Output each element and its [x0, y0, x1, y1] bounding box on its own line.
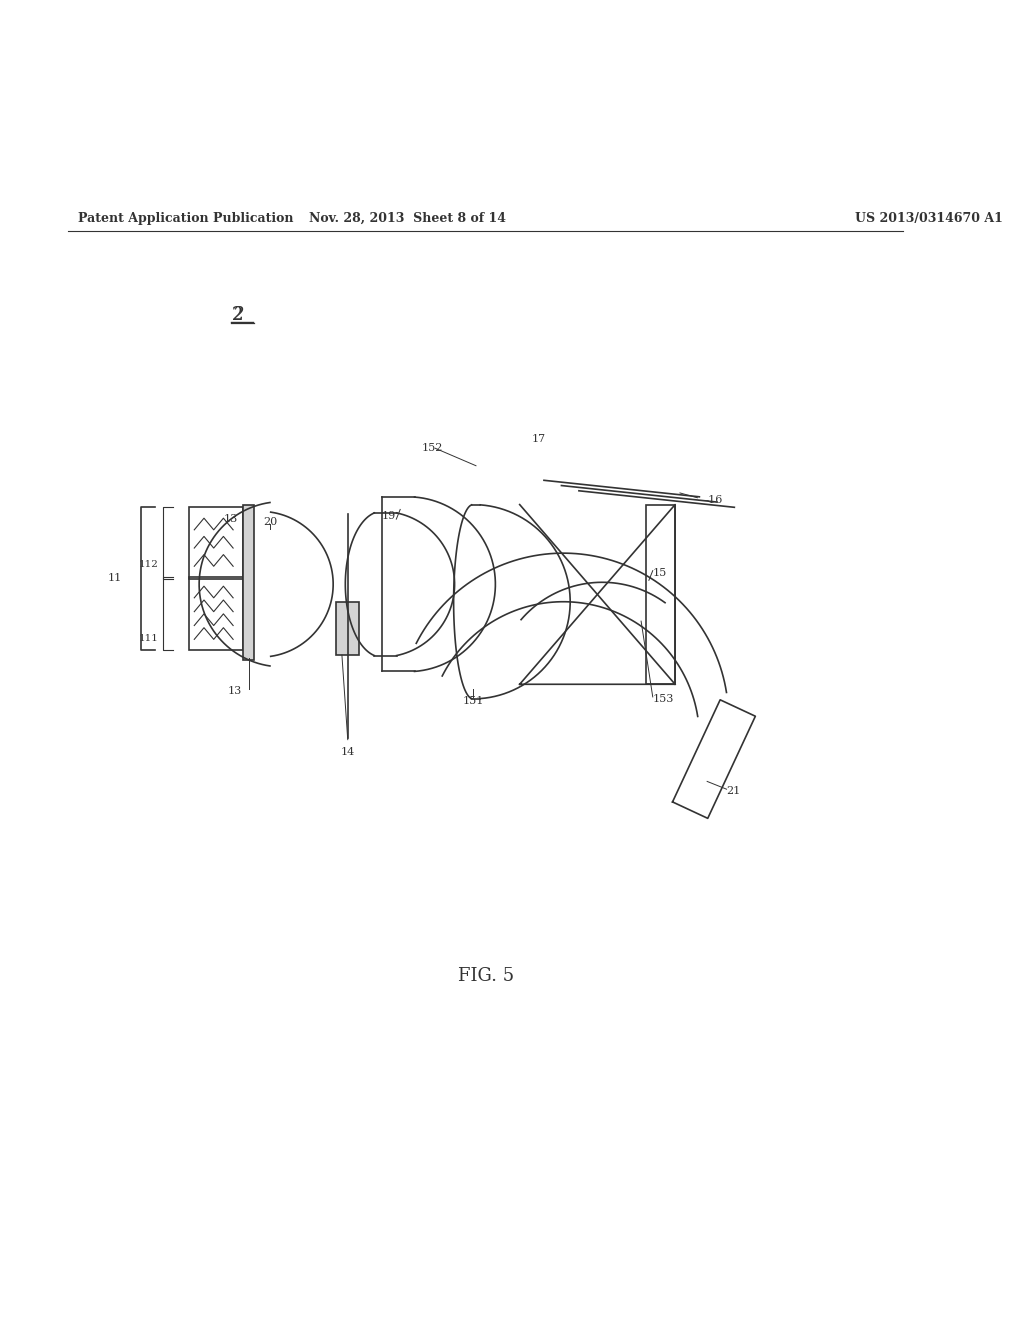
Text: 13: 13	[228, 686, 243, 696]
Bar	[646, 504, 675, 684]
Text: 20: 20	[263, 517, 278, 527]
Text: Patent Application Publication: Patent Application Publication	[78, 211, 293, 224]
Text: 11: 11	[108, 573, 122, 583]
Bar	[189, 507, 243, 579]
Text: 13: 13	[224, 515, 239, 524]
Text: 14: 14	[341, 747, 355, 758]
Bar	[243, 504, 255, 660]
Bar	[336, 602, 359, 655]
Text: Nov. 28, 2013  Sheet 8 of 14: Nov. 28, 2013 Sheet 8 of 14	[309, 211, 507, 224]
Text: —16: —16	[697, 495, 723, 504]
Text: 19: 19	[381, 511, 395, 521]
Text: 2: 2	[232, 306, 244, 325]
Text: 2: 2	[232, 306, 244, 325]
Text: 151: 151	[463, 696, 483, 706]
Text: 17: 17	[532, 433, 546, 444]
Text: 112: 112	[138, 560, 159, 569]
Bar	[189, 577, 243, 651]
Text: 153: 153	[652, 694, 674, 704]
Text: FIG. 5: FIG. 5	[458, 966, 514, 985]
Text: 15: 15	[652, 568, 667, 578]
Text: US 2013/0314670 A1: US 2013/0314670 A1	[855, 211, 1002, 224]
Text: 152: 152	[422, 444, 443, 453]
Text: 21: 21	[727, 787, 740, 796]
Text: 111: 111	[138, 634, 159, 643]
